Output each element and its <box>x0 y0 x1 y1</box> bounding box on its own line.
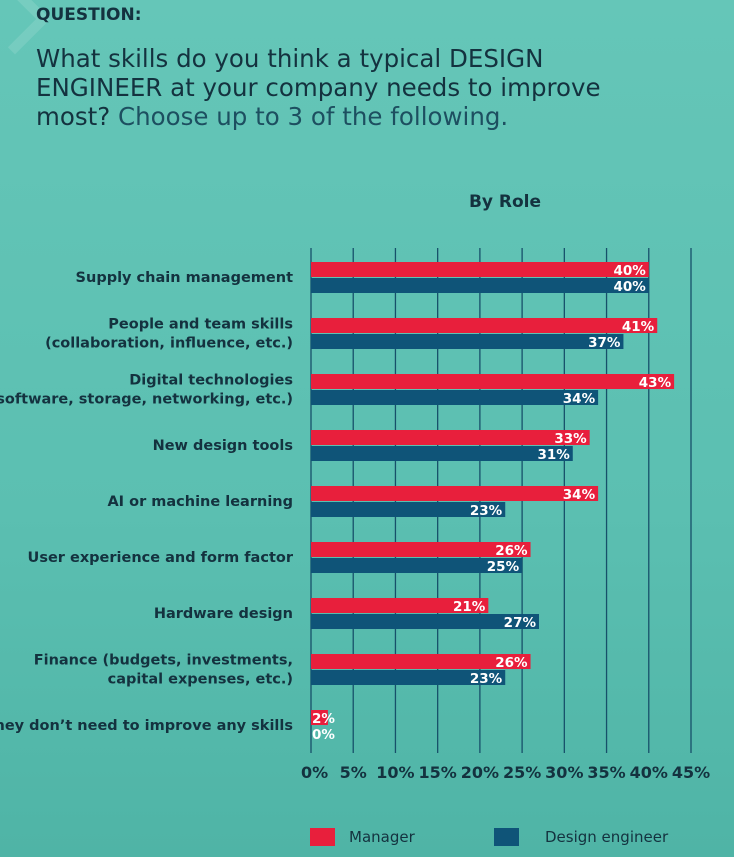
value-label: 33% <box>554 431 587 447</box>
design-engineer-bar <box>311 390 599 405</box>
manager-bar <box>311 542 531 557</box>
design-engineer-bar <box>311 334 624 349</box>
manager-bar <box>311 654 531 669</box>
manager-bar <box>311 262 649 277</box>
category-label: People and team skills <box>108 317 293 333</box>
value-label: 27% <box>504 615 537 631</box>
value-label: 37% <box>588 335 621 351</box>
value-label: 31% <box>537 447 570 463</box>
value-label: 40% <box>613 263 646 279</box>
category-label: (collaboration, influence, etc.) <box>45 336 293 352</box>
design-engineer-swatch <box>494 828 519 846</box>
value-label: 2% <box>312 711 335 727</box>
value-label: 43% <box>639 375 672 391</box>
manager-bar <box>311 486 599 501</box>
x-tick-label: 35% <box>587 763 625 782</box>
x-tick-label: 15% <box>419 763 457 782</box>
design-engineer-bar <box>311 278 649 293</box>
category-label: They don’t need to improve any skills <box>0 718 293 734</box>
x-tick-label: 20% <box>461 763 499 782</box>
value-label: 34% <box>563 391 596 407</box>
category-label: Digital technologies <box>129 373 293 389</box>
manager-bar <box>311 318 658 333</box>
x-tick-label: 30% <box>545 763 583 782</box>
legend-label: Design engineer <box>545 828 669 846</box>
value-label: 26% <box>495 655 528 671</box>
manager-bar <box>311 710 328 725</box>
category-label: (software, storage, networking, etc.) <box>0 392 293 408</box>
category-label: New design tools <box>153 438 293 454</box>
value-label: 0% <box>312 727 335 743</box>
x-tick-label: 40% <box>630 763 668 782</box>
category-label: AI or machine learning <box>107 494 293 510</box>
value-label: 34% <box>563 487 596 503</box>
value-label: 21% <box>453 599 486 615</box>
category-label: Supply chain management <box>76 270 294 286</box>
legend-item-manager: Manager <box>310 828 415 846</box>
question-sub: Choose up to 3 of the following. <box>118 102 509 131</box>
legend-item-design-engineer: Design engineer <box>494 828 668 846</box>
manager-bar <box>311 430 590 445</box>
value-label: 40% <box>613 279 646 295</box>
design-engineer-bar <box>311 558 523 573</box>
chart-title: By Role <box>468 192 542 212</box>
design-engineer-bar <box>311 670 506 685</box>
question-text: What skills do you think a typical DESIG… <box>36 44 676 131</box>
value-label: 25% <box>487 559 520 575</box>
category-label: Finance (budgets, investments, <box>34 653 293 669</box>
x-tick-label: 10% <box>376 763 414 782</box>
manager-bar <box>311 374 675 389</box>
category-label: User experience and form factor <box>28 550 294 566</box>
design-engineer-bar <box>311 446 573 461</box>
value-label: 23% <box>470 503 503 519</box>
design-engineer-bar <box>311 614 539 629</box>
legend-label: Manager <box>349 828 415 846</box>
x-tick-label: 0% <box>301 763 328 782</box>
question-label: QUESTION: <box>36 5 142 25</box>
x-tick-label: 25% <box>503 763 541 782</box>
value-label: 23% <box>470 671 503 687</box>
manager-swatch <box>310 828 335 846</box>
value-label: 41% <box>622 319 655 335</box>
x-tick-label: 5% <box>340 763 367 782</box>
question-main: What skills do you think a typical DESIG… <box>36 44 601 131</box>
x-tick-label: 45% <box>672 763 710 782</box>
design-engineer-bar <box>311 502 506 517</box>
value-label: 26% <box>495 543 528 559</box>
manager-bar <box>311 598 489 613</box>
category-label: Hardware design <box>154 606 293 622</box>
category-label: capital expenses, etc.) <box>108 672 293 688</box>
